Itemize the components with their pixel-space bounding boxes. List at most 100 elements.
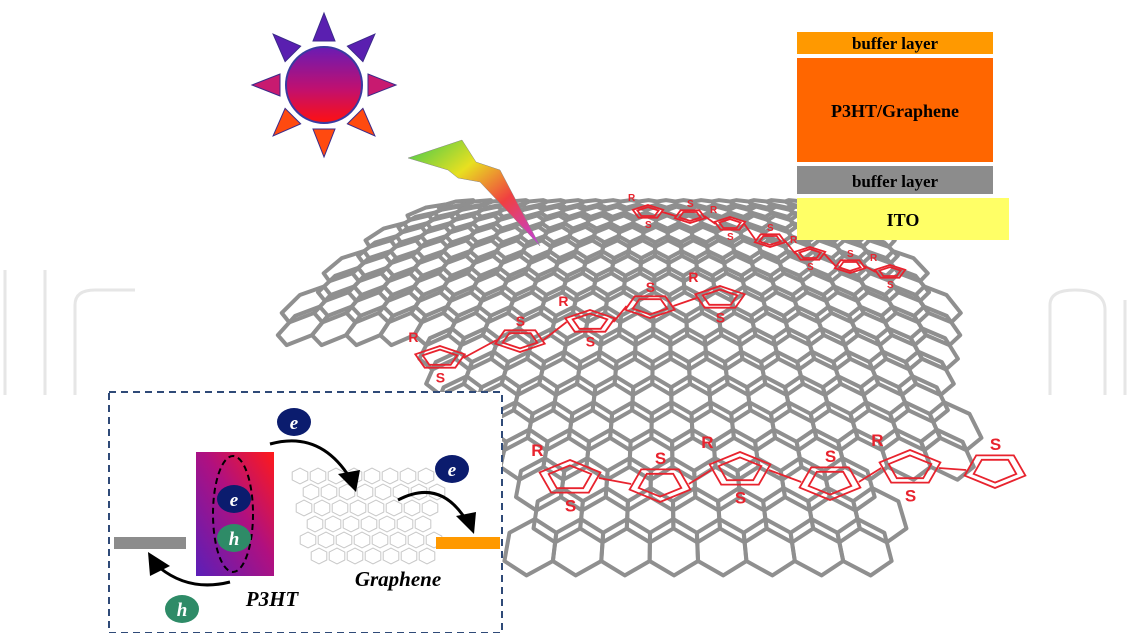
mini-graphene-hexagon (421, 499, 439, 517)
sulfur-atom-label: S (565, 496, 576, 515)
mini-graphene-hexagon (367, 499, 385, 517)
transferred-electron-badge (277, 408, 311, 436)
mini-graphene-hexagon (371, 531, 389, 549)
sulfur-atom-label: S (716, 310, 725, 326)
sulfur-atom-label: S (847, 249, 854, 260)
mini-graphene-hexagon (360, 515, 378, 533)
bottom-buffer-layer-label: buffer layer (852, 172, 939, 191)
thiophene-ring (713, 216, 747, 231)
sulfur-atom-label: S (646, 279, 655, 295)
sulfur-atom-label: S (586, 334, 595, 350)
graphene-hexagon (741, 517, 797, 578)
thiophene-ring (693, 285, 747, 309)
mini-graphene-hexagon (356, 483, 374, 501)
graphene-hexagon (499, 349, 547, 398)
active-layer (797, 58, 993, 162)
graphene-hexagon (461, 349, 511, 398)
graphene-hexagon (511, 374, 560, 424)
graphene-hexagon (761, 485, 816, 545)
mini-graphene-hexagon (335, 531, 353, 549)
collected-electron-badge (435, 455, 469, 483)
thiophene-inner-bond (501, 332, 539, 350)
mini-graphene-hexagon (399, 467, 417, 485)
active-layer-label: P3HT/Graphene (831, 101, 959, 121)
graphene-hexagon (782, 374, 832, 424)
arrow-heads (148, 470, 476, 576)
mini-graphene-hexagon (349, 499, 367, 517)
sun-icon (250, 11, 398, 159)
graphene-hexagon (806, 485, 862, 545)
graphene-hexagon (896, 374, 950, 424)
thiophene-inner-bond (972, 458, 1018, 484)
mini-graphene-hexagon (342, 515, 360, 533)
sun-ray (312, 11, 336, 42)
mini-graphene-hexagon (331, 499, 349, 517)
ring-bond (673, 297, 697, 307)
graphene-hexagon (768, 400, 819, 453)
transfer-arrows (159, 439, 468, 587)
electron-energy-level (436, 537, 500, 549)
sun-ray (346, 107, 376, 137)
mini-graphene-hexagon (374, 483, 392, 501)
graphene-hexagon (502, 517, 559, 578)
ring-bond (938, 467, 967, 471)
thiophene-inner-bond (635, 206, 661, 217)
ring-bond (598, 477, 632, 485)
mini-graphene-hexagon (381, 467, 399, 485)
exciton-hole-symbol: h (229, 529, 240, 550)
mini-graphene-hexagon (403, 499, 421, 517)
mini-graphene-hexagon (400, 547, 418, 565)
sulfur-atom-label: S (887, 280, 894, 291)
exciton-hole-badge (217, 524, 251, 552)
ring-bond (863, 265, 877, 273)
mini-graphene-hexagon (410, 483, 428, 501)
sulfur-atom-label: S (767, 223, 774, 234)
ring-bond (743, 223, 757, 241)
polymer-atom-labels: S R S S R S S R S S R S R S S R S S R S R S S R S S R S (408, 193, 1001, 515)
mini-graphene-hexagon (346, 547, 364, 565)
sulfur-atom-label: S (990, 435, 1001, 454)
thiophene-inner-bond (677, 211, 703, 222)
thiophene-inner-bond (631, 298, 669, 316)
p3ht-label: P3HT (245, 587, 300, 611)
sulfur-atom-label: S (735, 488, 746, 507)
mini-graphene-hexagon (313, 499, 331, 517)
thiophene-ring (628, 468, 692, 503)
sulfur-atom-label: S (436, 370, 445, 386)
side-chain-label: R (701, 433, 713, 452)
graphene-hexagon (820, 374, 871, 424)
graphene-hexagon (753, 427, 804, 482)
ring-bond (662, 211, 676, 217)
thiophene-inner-bond (571, 312, 609, 330)
ring-bond (542, 321, 568, 341)
graphene-hexagon (771, 326, 817, 372)
graphene-hexagon (778, 456, 832, 513)
lightning-bolt-icon (407, 139, 541, 247)
sun-ray (272, 33, 302, 63)
sulfur-atom-label: S (687, 199, 694, 210)
graphene-hexagon (927, 400, 984, 453)
ring-bond (823, 253, 837, 267)
thiophene-inner-bond (547, 464, 593, 490)
side-chain-label: R (408, 329, 418, 345)
side-chain-label: R (790, 235, 798, 246)
side-chain-label: R (870, 253, 878, 264)
watermark (3, 270, 1127, 395)
side-chain-label: R (871, 431, 883, 450)
sun-ray (346, 33, 376, 63)
graphene-hexagon (744, 374, 793, 424)
side-chain-label: R (558, 293, 568, 309)
graphene-sheet (275, 198, 984, 578)
thiophene-ring (878, 449, 942, 484)
ring-bond (783, 239, 797, 255)
graphene-hexagon (759, 349, 806, 398)
mini-graphene-hexagon (295, 499, 313, 517)
ito-layer (797, 198, 1009, 240)
mini-graphene-hexagon (306, 515, 324, 533)
thiophene-ring (563, 309, 617, 333)
graphene-hexagon (795, 349, 843, 398)
mini-graphene-hexagon (417, 467, 435, 485)
mini-graphene-hexagon (328, 547, 346, 565)
mini-graphene-hexagon (389, 531, 407, 549)
mini-graphene-hexagon (385, 499, 403, 517)
